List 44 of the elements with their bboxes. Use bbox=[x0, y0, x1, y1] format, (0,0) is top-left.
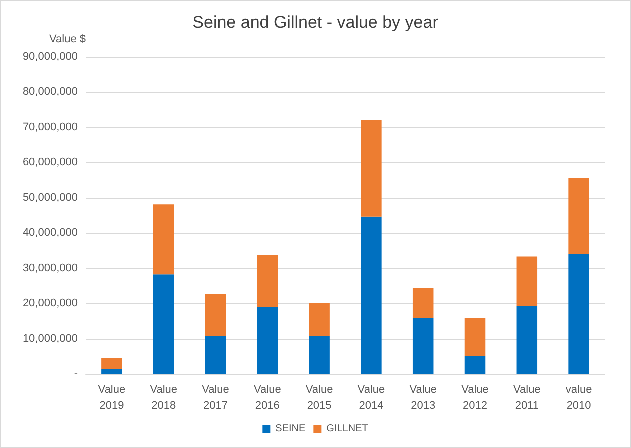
bar bbox=[361, 120, 382, 217]
bar bbox=[568, 254, 590, 374]
bar bbox=[153, 274, 174, 374]
y-tick-label: 40,000,000 bbox=[22, 227, 78, 240]
bar bbox=[102, 369, 122, 374]
x-tick-label: Value 2014 bbox=[358, 384, 386, 412]
y-tick-label: 30,000,000 bbox=[22, 262, 78, 274]
x-tick-label: Value 2012 bbox=[462, 384, 489, 412]
y-tick-label: 60,000,000 bbox=[22, 156, 78, 169]
y-tick-label: 70,000,000 bbox=[22, 121, 78, 134]
y-tick-label: 80,000,000 bbox=[22, 86, 78, 98]
legend-label: SEINE bbox=[276, 424, 306, 434]
y-tick-label: 90,000,000 bbox=[22, 51, 78, 63]
bar bbox=[205, 294, 226, 336]
y-tick-label: 10,000,000 bbox=[22, 332, 78, 345]
bar bbox=[361, 216, 382, 374]
x-tick-label: Value 2019 bbox=[98, 384, 126, 412]
bar bbox=[309, 303, 330, 336]
bar bbox=[412, 318, 434, 374]
y-tick-label: 50,000,000 bbox=[22, 192, 78, 204]
bar bbox=[412, 288, 434, 318]
bar bbox=[516, 256, 538, 306]
bar bbox=[257, 255, 278, 308]
y-axis-title: Value $ bbox=[50, 34, 86, 46]
x-tick-label: Value 2015 bbox=[306, 384, 334, 412]
bar bbox=[464, 356, 486, 374]
bar bbox=[464, 318, 486, 356]
y-tick-label: - bbox=[74, 368, 78, 380]
x-tick-label: value 2010 bbox=[566, 384, 592, 412]
legend-label: GILLNET bbox=[326, 424, 368, 434]
bar bbox=[205, 336, 226, 374]
x-tick-label: Value 2013 bbox=[410, 384, 438, 412]
y-tick-label: 20,000,000 bbox=[22, 298, 78, 310]
bar bbox=[309, 336, 330, 374]
x-tick-label: Value 2016 bbox=[254, 384, 282, 412]
bar bbox=[516, 306, 538, 374]
x-tick-label: Value 2017 bbox=[202, 384, 230, 412]
bar bbox=[102, 358, 122, 370]
bar bbox=[257, 307, 278, 374]
chart-title: Seine and Gillnet - value by year bbox=[192, 13, 439, 32]
x-tick-label: Value 2011 bbox=[513, 384, 541, 412]
bar bbox=[568, 178, 590, 254]
bar bbox=[153, 204, 174, 275]
x-tick-label: Value 2018 bbox=[150, 384, 178, 412]
